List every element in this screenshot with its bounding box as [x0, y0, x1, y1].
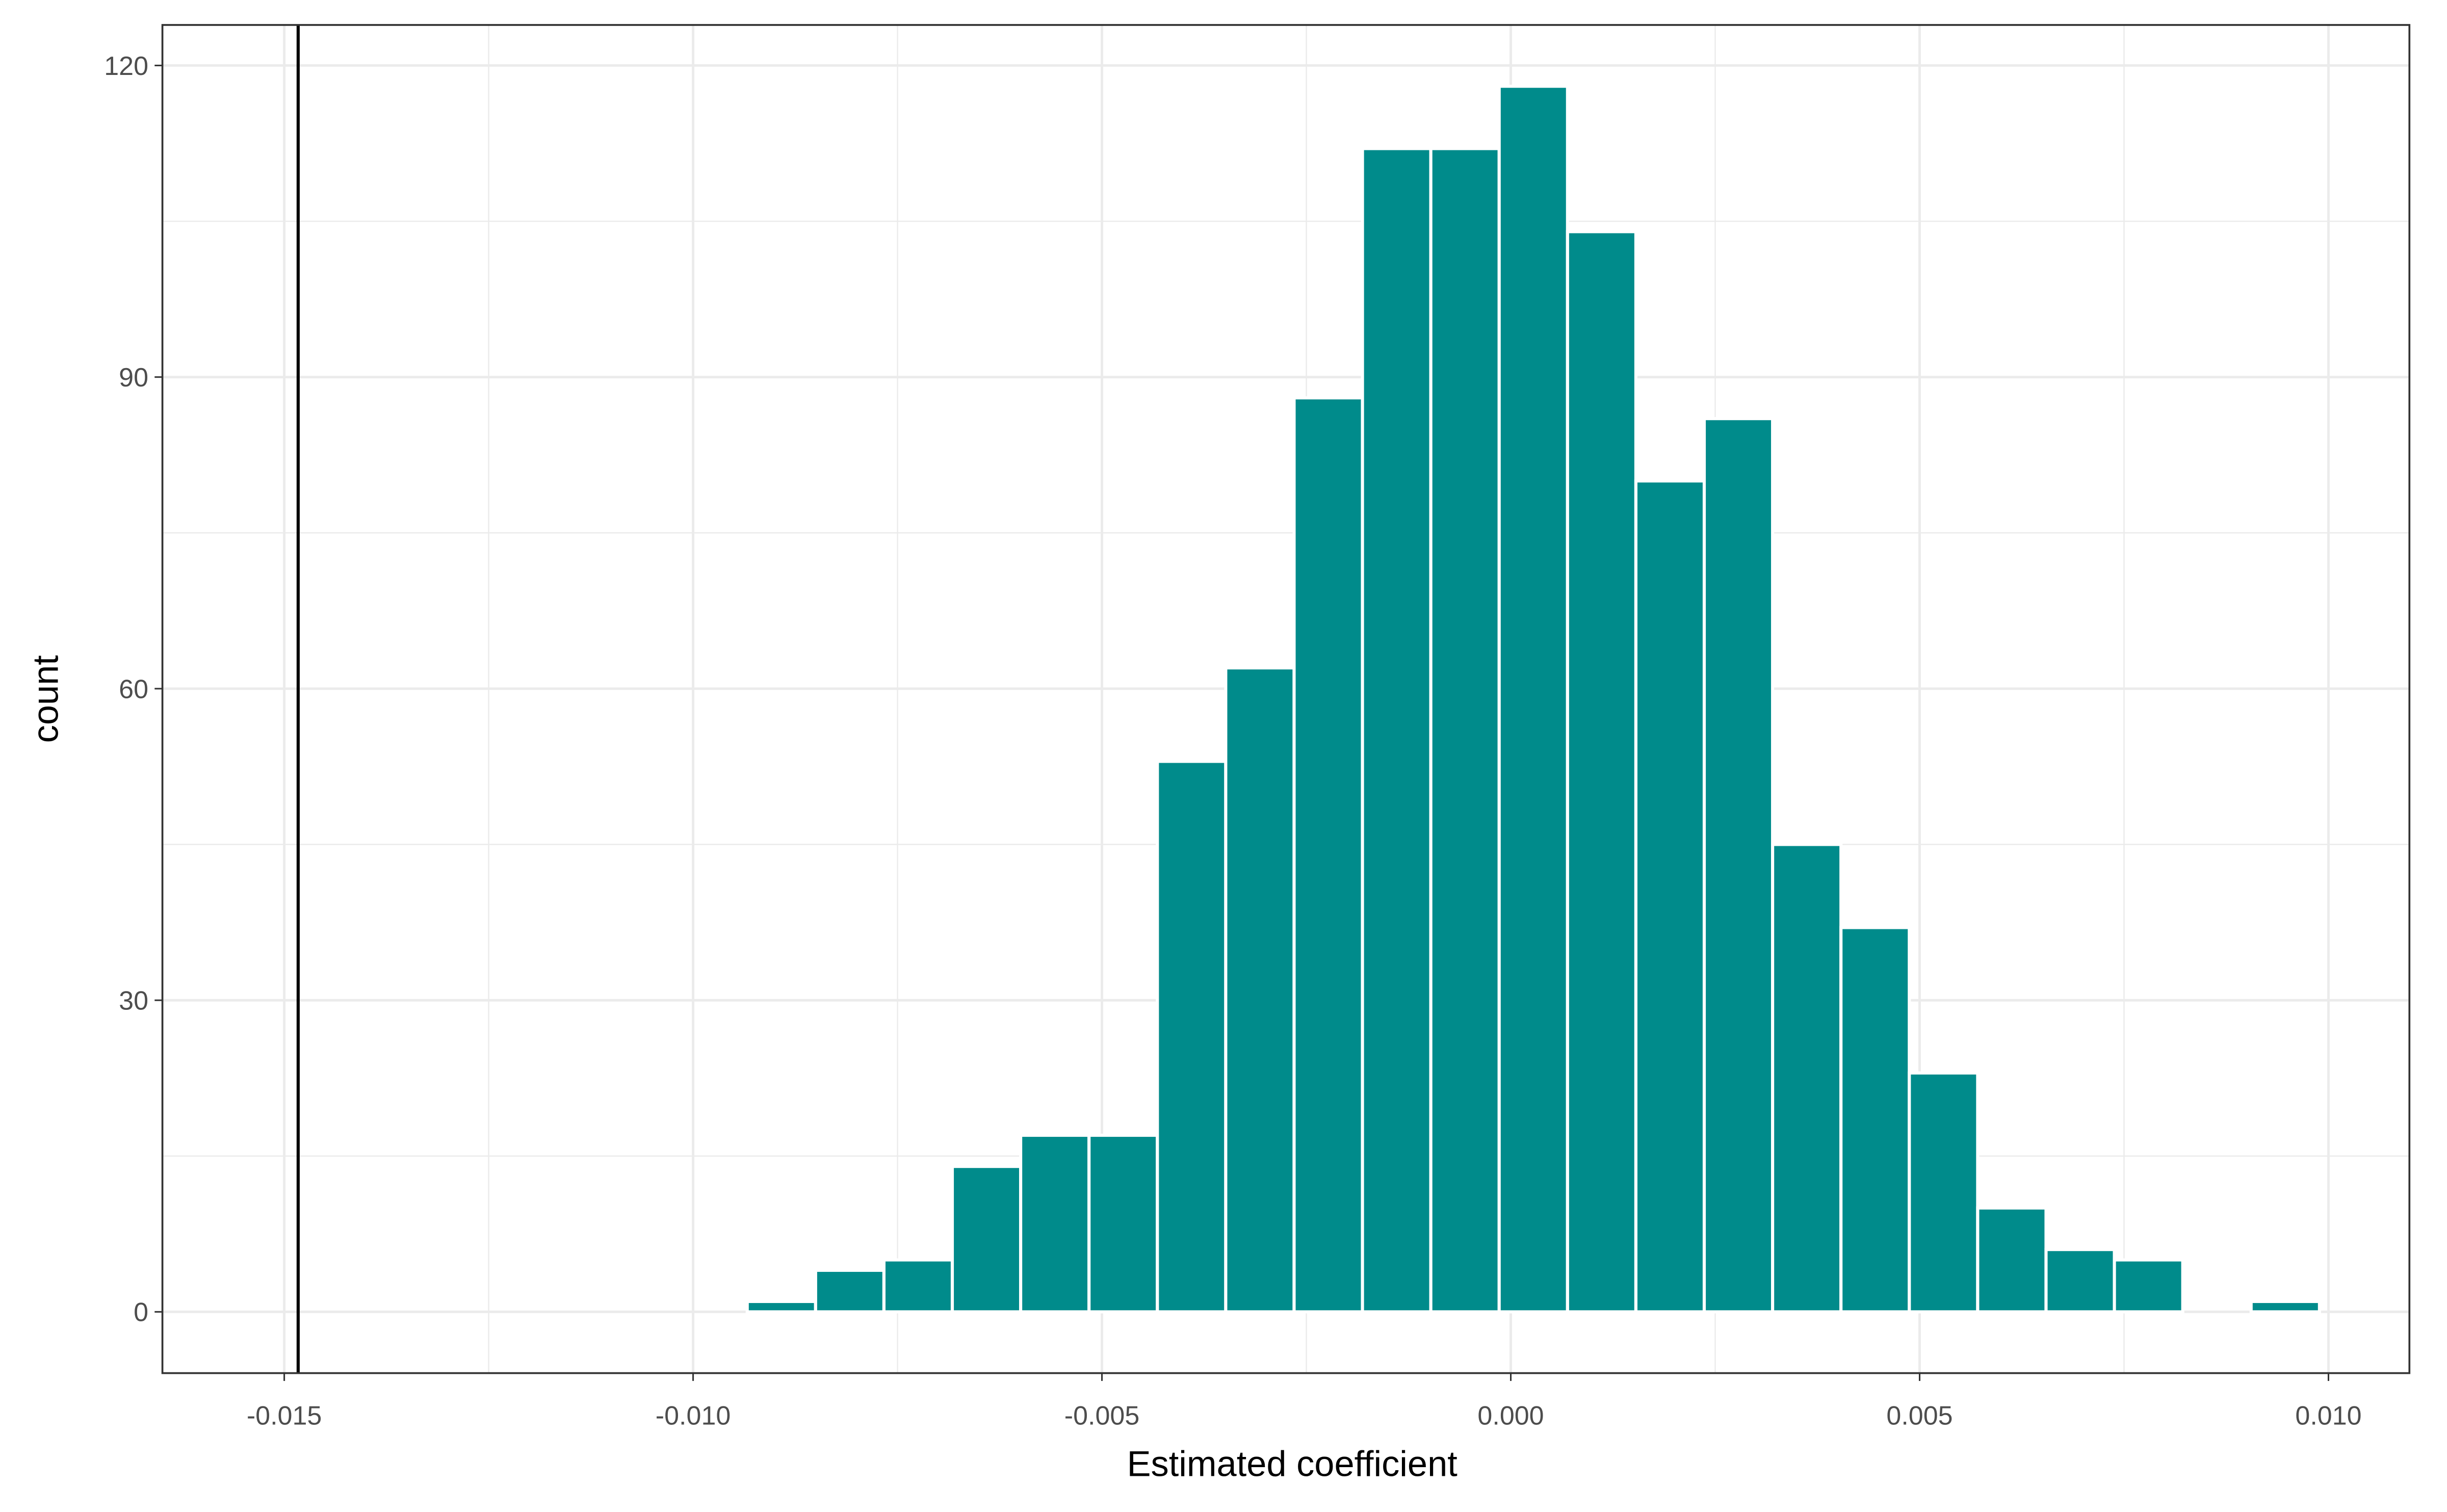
panel-border	[161, 24, 2411, 1374]
bar	[1292, 396, 1364, 1314]
bar	[1156, 760, 1228, 1314]
bar	[1771, 843, 1843, 1314]
y-tick-label: 30	[119, 986, 148, 1016]
y-tick-label: 90	[119, 363, 148, 393]
y-tick-label: 0	[134, 1298, 148, 1327]
bar	[745, 1299, 817, 1314]
bar	[2249, 1299, 2321, 1314]
bar	[1429, 147, 1501, 1314]
y-tick-label: 60	[119, 674, 148, 704]
x-tick-label: -0.015	[247, 1401, 322, 1431]
x-axis-title: Estimated coefficient	[1127, 1444, 1458, 1484]
bar	[1908, 1071, 1980, 1314]
x-tick-label: -0.010	[656, 1401, 731, 1431]
bar	[2113, 1258, 2184, 1314]
bar	[1566, 230, 1637, 1314]
x-tick-label: -0.005	[1064, 1401, 1140, 1431]
bar	[1224, 666, 1296, 1314]
x-tick-label: 0.000	[1477, 1401, 1544, 1431]
bar	[2044, 1248, 2116, 1314]
bar	[1702, 417, 1775, 1314]
bar	[950, 1165, 1023, 1314]
bar	[1497, 85, 1569, 1314]
bar	[882, 1258, 954, 1314]
x-tick-label: 0.005	[1886, 1401, 1953, 1431]
bar	[814, 1268, 886, 1314]
bar	[1634, 479, 1706, 1314]
bar	[1087, 1133, 1159, 1314]
y-tick-label: 120	[104, 51, 148, 81]
x-tick-label: 0.010	[2295, 1401, 2361, 1431]
bar	[1976, 1206, 2048, 1314]
bar	[1839, 926, 1911, 1314]
y-axis-title: count	[25, 655, 66, 743]
bar	[1019, 1133, 1091, 1314]
bar	[1361, 147, 1433, 1314]
